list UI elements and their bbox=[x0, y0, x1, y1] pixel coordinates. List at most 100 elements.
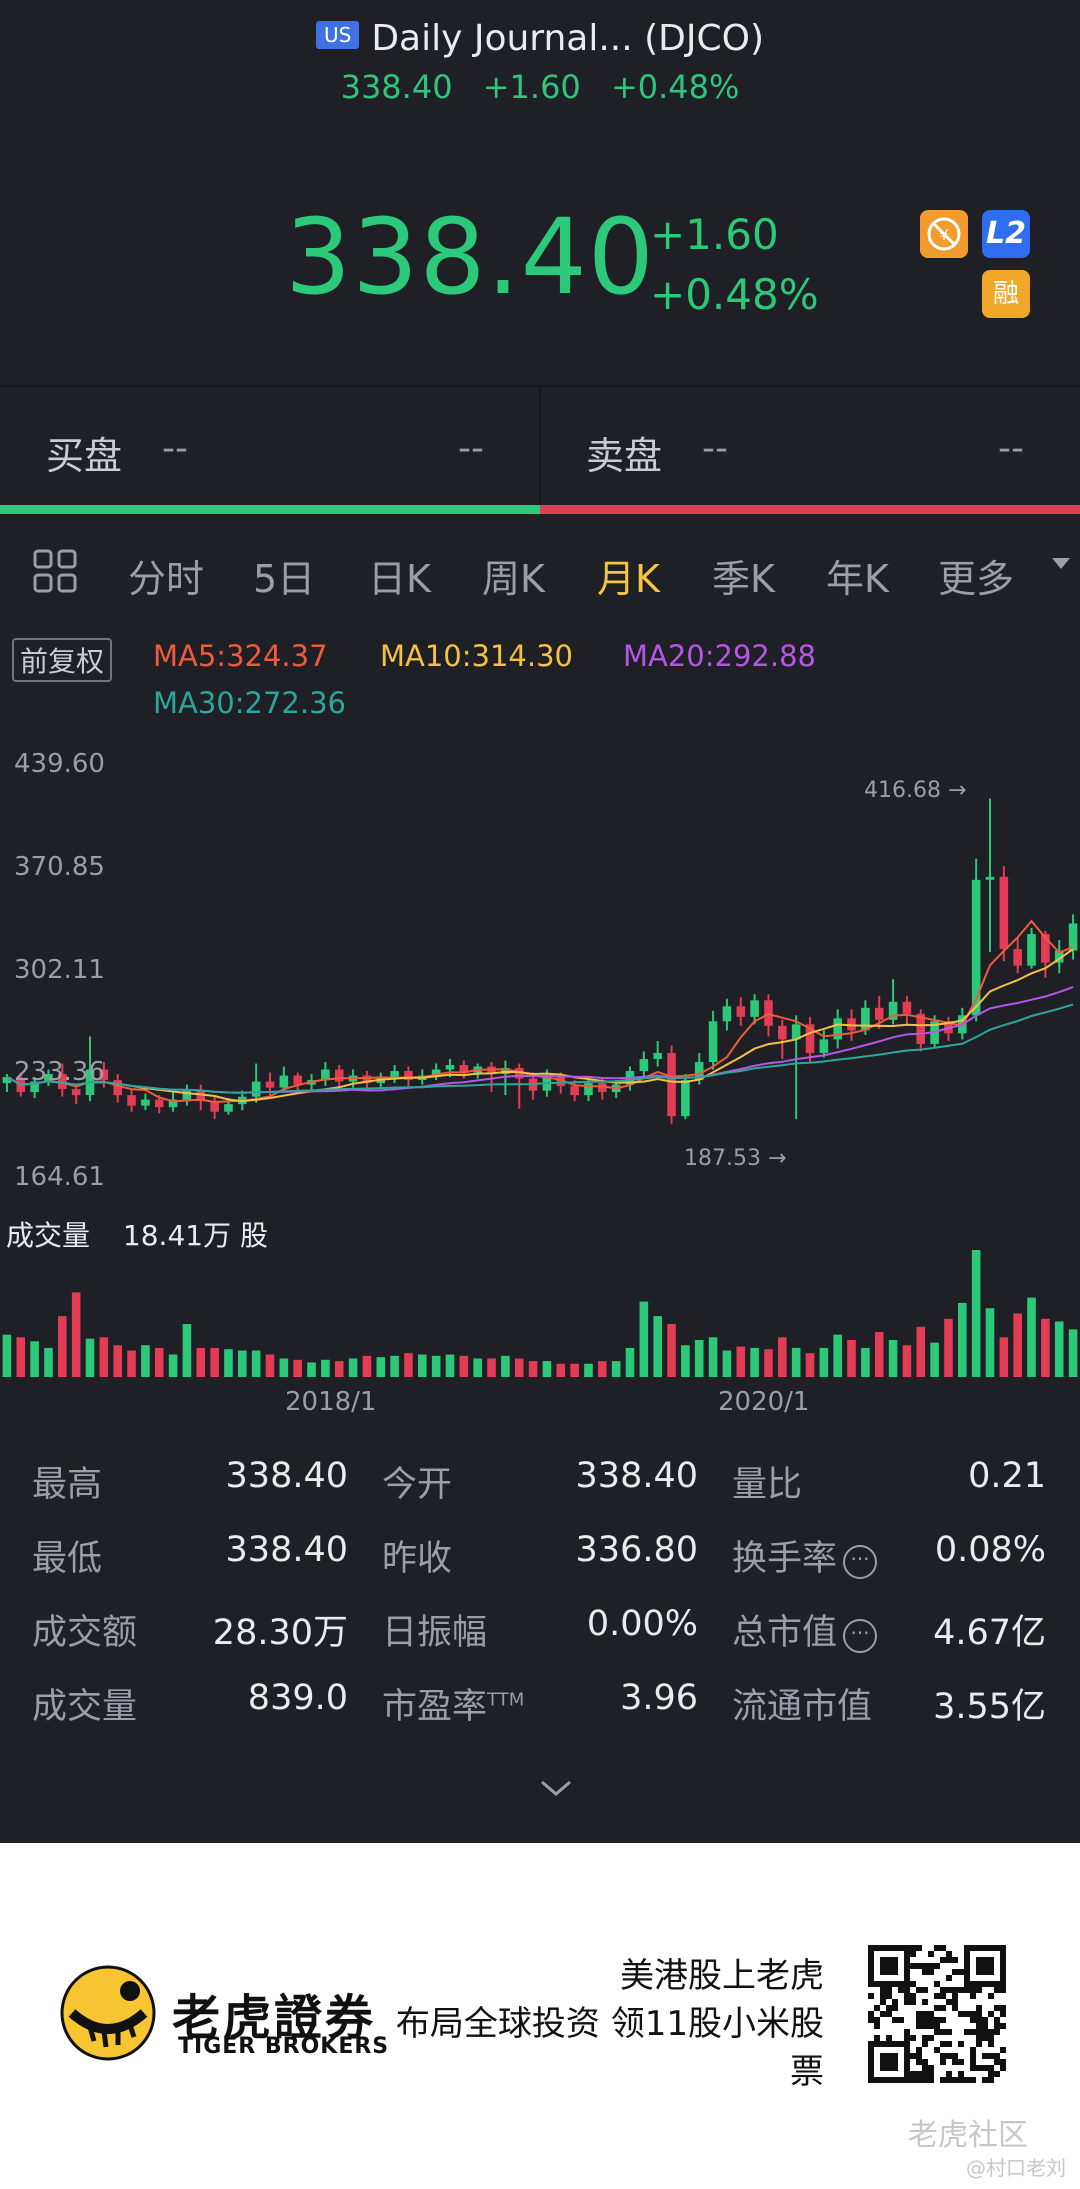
candle bbox=[2, 1074, 12, 1093]
candle-body bbox=[279, 1075, 289, 1088]
qr-module bbox=[916, 2011, 922, 2017]
volume-bar bbox=[307, 1362, 316, 1377]
stat-value: 4.67亿 bbox=[933, 1613, 1046, 1653]
qr-module bbox=[910, 2071, 916, 2077]
candle bbox=[362, 1071, 372, 1090]
high-marker: 416.68 → bbox=[864, 778, 966, 803]
caret-down-icon[interactable] bbox=[1052, 558, 1070, 569]
y-tick: 164.61 bbox=[14, 1162, 105, 1192]
price-small: 338.40 bbox=[340, 68, 453, 106]
volume-bar bbox=[265, 1354, 275, 1377]
qr-finder bbox=[976, 1957, 994, 1975]
qr-module bbox=[928, 1951, 934, 1957]
candle-body bbox=[1068, 923, 1078, 951]
qr-module bbox=[946, 2077, 952, 2083]
price-change: +1.60 bbox=[650, 210, 779, 259]
qr-code[interactable] bbox=[868, 1945, 1006, 2083]
qr-module bbox=[922, 2023, 928, 2029]
volume-bar bbox=[764, 1349, 773, 1377]
volume-bar bbox=[501, 1355, 510, 1377]
volume-bar bbox=[791, 1347, 801, 1377]
candle bbox=[985, 798, 995, 953]
candle-body bbox=[99, 1069, 109, 1081]
qr-module bbox=[946, 1951, 952, 1957]
qr-module bbox=[928, 2035, 934, 2041]
ma-lines-layer bbox=[6, 919, 1074, 1104]
volume-bar bbox=[85, 1338, 95, 1377]
tab-more[interactable]: 更多 bbox=[938, 557, 1015, 601]
qr-module bbox=[934, 2005, 940, 2011]
qr-module bbox=[952, 2059, 958, 2065]
candle bbox=[182, 1084, 192, 1106]
candle-body bbox=[847, 1018, 856, 1031]
divider bbox=[539, 385, 541, 510]
tab-daily-k[interactable]: 日K bbox=[368, 557, 431, 601]
candle bbox=[321, 1061, 330, 1087]
kline-chart[interactable] bbox=[0, 740, 1080, 1400]
stat-value: 28.30万 bbox=[212, 1613, 348, 1653]
candle-body bbox=[321, 1069, 330, 1081]
volume-bar bbox=[168, 1354, 178, 1377]
qr-module bbox=[994, 2005, 1000, 2011]
volume-bar bbox=[902, 1345, 912, 1377]
arrow-right-icon: → bbox=[767, 1146, 787, 1171]
volume-bar bbox=[611, 1361, 621, 1377]
qr-module bbox=[970, 2017, 976, 2023]
candle bbox=[667, 1045, 676, 1124]
candle bbox=[99, 1061, 109, 1088]
qr-module bbox=[922, 1963, 928, 1969]
qr-module bbox=[928, 2011, 934, 2017]
stock-title[interactable]: US Daily Journal... (DJCO) bbox=[0, 18, 1080, 59]
tab-quarterly-k[interactable]: 季K bbox=[712, 557, 775, 601]
margin-icon[interactable]: 融 bbox=[982, 270, 1030, 318]
stat-label-with-info: 总市值 ··· bbox=[732, 1604, 878, 1655]
qr-module bbox=[904, 1987, 910, 1993]
tab-weekly-k[interactable]: 周K bbox=[482, 557, 545, 601]
expand-chevron-icon[interactable] bbox=[538, 1778, 574, 1804]
volume-bar bbox=[127, 1350, 136, 1377]
qr-module bbox=[976, 2017, 982, 2023]
qr-module bbox=[922, 2071, 928, 2077]
qr-module bbox=[940, 2059, 946, 2065]
volume-bar bbox=[404, 1353, 413, 1377]
layout-grid-icon[interactable] bbox=[32, 548, 78, 594]
y-tick: 302.11 bbox=[14, 955, 105, 985]
volume-bar bbox=[542, 1361, 552, 1377]
qr-module bbox=[1000, 2011, 1006, 2017]
tab-intraday[interactable]: 分时 bbox=[128, 557, 205, 601]
candle bbox=[639, 1051, 649, 1079]
volume-bar bbox=[71, 1292, 81, 1377]
volume-bar bbox=[58, 1316, 67, 1377]
qr-module bbox=[964, 2077, 970, 2083]
qr-module bbox=[910, 2053, 916, 2059]
tab-yearly-k[interactable]: 年K bbox=[826, 557, 889, 601]
no-fee-icon[interactable]: ¥ bbox=[920, 210, 968, 258]
qr-module bbox=[922, 2041, 928, 2047]
qr-module bbox=[910, 1945, 916, 1951]
qr-module bbox=[970, 2059, 976, 2065]
volume-bar bbox=[44, 1347, 53, 1377]
candle-body bbox=[708, 1021, 718, 1062]
info-icon[interactable]: ··· bbox=[843, 1619, 878, 1653]
ttm-superscript: TTM bbox=[487, 1689, 525, 1711]
qr-module bbox=[982, 2035, 988, 2041]
qr-module bbox=[916, 2017, 922, 2023]
qr-module bbox=[898, 1987, 904, 1993]
stat-value: 336.80 bbox=[575, 1530, 698, 1570]
stat-value: 338.40 bbox=[225, 1456, 348, 1496]
period-tabs bbox=[0, 514, 1080, 626]
stat-label: 量比 bbox=[732, 1465, 803, 1505]
ma20-line bbox=[6, 986, 1074, 1094]
adjustment-toggle[interactable]: 前复权 bbox=[12, 638, 113, 682]
qr-module bbox=[946, 1957, 952, 1963]
volume-bar bbox=[778, 1337, 787, 1377]
volume-bar bbox=[667, 1324, 676, 1377]
qr-module bbox=[922, 2035, 928, 2041]
qr-module bbox=[916, 1987, 922, 1993]
tab-5day[interactable]: 5日 bbox=[253, 557, 316, 601]
info-icon[interactable]: ··· bbox=[843, 1545, 878, 1579]
level2-icon[interactable]: L2 bbox=[982, 210, 1030, 258]
tab-monthly-k[interactable]: 月K bbox=[597, 557, 660, 601]
candle-body bbox=[44, 1074, 53, 1082]
qr-module bbox=[922, 2077, 928, 2083]
